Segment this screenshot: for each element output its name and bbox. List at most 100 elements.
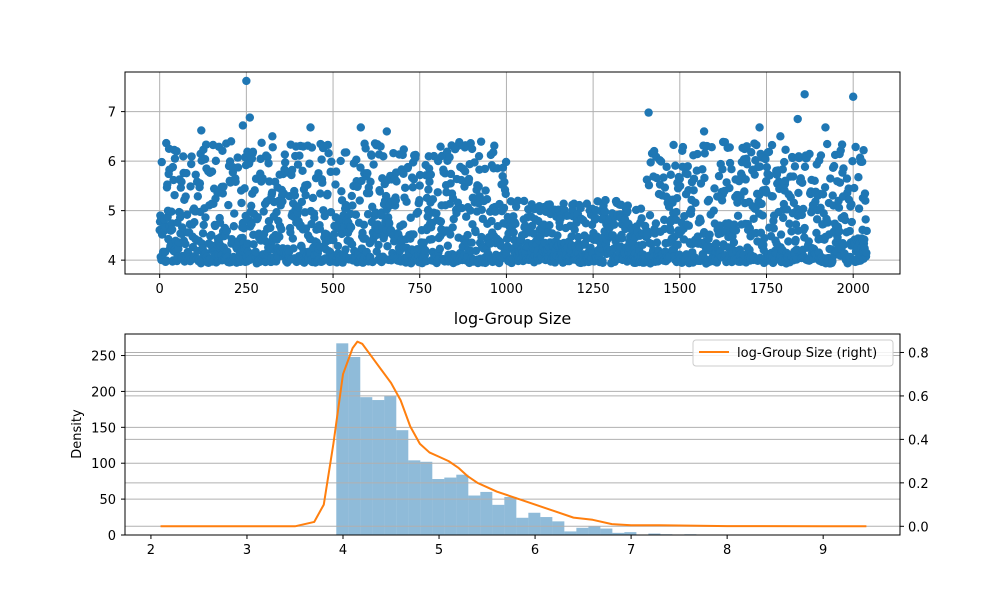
scatter-point [709, 206, 718, 215]
scatter-point [794, 188, 803, 198]
scatter-point [800, 162, 810, 172]
scatter-point [644, 181, 654, 190]
scatter-point [601, 196, 610, 205]
histogram-bar [576, 527, 589, 535]
scatter-point [307, 143, 317, 152]
scatter-point [593, 197, 602, 206]
scatter-point [277, 225, 286, 234]
scatter-point [415, 181, 424, 190]
histogram-y2-tick-label: 0.8 [908, 346, 929, 361]
scatter-point [848, 92, 858, 101]
histogram-bar [528, 512, 541, 535]
scatter-point [316, 189, 325, 198]
histogram-y-tick-label: 50 [99, 493, 116, 508]
scatter-subplot: 0 250 500 750 1000 1250 1500 1750 2000 4 5 6 7 [108, 71, 901, 297]
scatter-point [742, 160, 752, 169]
scatter-point [804, 237, 813, 246]
scatter-point [363, 169, 372, 178]
scatter-y-tick-label: 5 [108, 205, 116, 220]
scatter-point [337, 229, 346, 239]
scatter-point [190, 218, 199, 227]
scatter-point [170, 154, 180, 163]
histogram-bar [504, 496, 517, 535]
scatter-point [426, 170, 436, 179]
histogram-y2-tick-label: 0.2 [908, 477, 929, 492]
scatter-point [847, 200, 856, 209]
scatter-point [290, 191, 300, 200]
scatter-point [799, 204, 808, 214]
histogram-y2-ticks: 0.0 0.2 0.4 0.6 0.8 [900, 346, 929, 535]
scatter-point [491, 207, 500, 216]
scatter-point [247, 219, 256, 229]
scatter-point [623, 201, 632, 210]
scatter-point [172, 147, 181, 156]
scatter-point [288, 234, 298, 243]
scatter-point [752, 140, 761, 150]
scatter-point [367, 151, 376, 160]
histogram-x-tick-label: 9 [819, 543, 827, 558]
scatter-point [645, 211, 655, 220]
legend: log-Group Size (right) [692, 339, 894, 367]
scatter-point [385, 219, 394, 228]
scatter-point [177, 177, 186, 187]
scatter-point [529, 229, 539, 238]
scatter-point [247, 201, 256, 211]
scatter-point [265, 177, 274, 186]
scatter-point [306, 123, 315, 132]
scatter-point [712, 239, 721, 248]
scatter-point [778, 165, 787, 174]
scatter-point [266, 223, 275, 233]
scatter-point [646, 158, 655, 167]
scatter-point [327, 157, 336, 166]
density-line-layer [160, 340, 867, 528]
scatter-point [637, 214, 646, 223]
scatter-point [201, 213, 210, 222]
scatter-point [787, 227, 796, 236]
scatter-point [785, 219, 794, 228]
histogram-bar [600, 528, 613, 535]
scatter-point [666, 226, 675, 235]
scatter-point [303, 180, 312, 190]
scatter-point [366, 177, 375, 187]
scatter-point [409, 175, 419, 184]
histogram-y-tick-label: 0 [108, 529, 116, 544]
scatter-point [168, 162, 178, 172]
scatter-x-ticks: 0 250 500 750 1000 1250 1500 1750 2000 [156, 274, 870, 297]
scatter-point [287, 165, 297, 175]
scatter-point [839, 164, 848, 173]
scatter-y-tick-label: 7 [108, 106, 116, 121]
scatter-point [764, 147, 774, 157]
scatter-point [289, 244, 298, 253]
scatter-x-tick-label: 1000 [490, 282, 523, 297]
legend-entry-label: log-Group Size (right) [737, 346, 877, 361]
histogram-y-tick-label: 200 [91, 385, 116, 400]
scatter-y-tick-label: 4 [108, 254, 116, 269]
scatter-point [379, 152, 388, 161]
scatter-point [740, 187, 749, 196]
histogram-y-tick-label: 150 [91, 421, 116, 436]
scatter-point [725, 143, 734, 152]
scatter-point [275, 232, 284, 241]
scatter-point [758, 211, 767, 220]
scatter-point [376, 142, 385, 151]
histogram-bar [480, 491, 493, 535]
scatter-point [794, 153, 804, 163]
scatter-point [559, 199, 568, 208]
scatter-point [731, 226, 741, 235]
scatter-point [862, 248, 871, 258]
scatter-point [248, 147, 258, 157]
scatter-x-tick-label: 2000 [837, 282, 870, 297]
scatter-point [776, 132, 785, 141]
scatter-point [854, 173, 863, 182]
scatter-point [346, 223, 356, 232]
scatter-point [675, 174, 685, 184]
scatter-point [460, 167, 470, 176]
scatter-point [398, 220, 408, 229]
scatter-point [567, 232, 576, 241]
scatter-point [409, 230, 418, 239]
scatter-point [383, 242, 392, 251]
scatter-point [747, 148, 756, 157]
scatter-point [361, 144, 370, 153]
scatter-point [445, 153, 454, 162]
scatter-point [474, 182, 483, 191]
